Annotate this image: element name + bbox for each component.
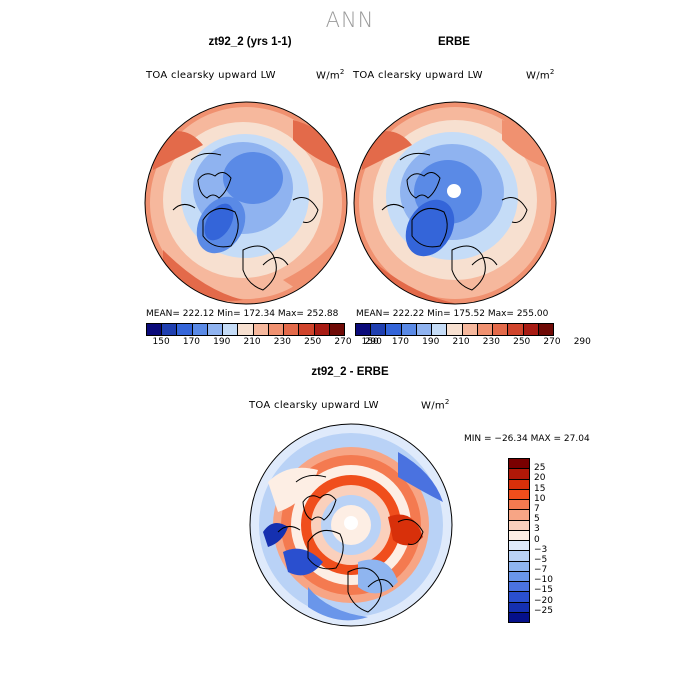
- colorbar-swatch: [509, 571, 529, 582]
- colorbar-tick-label: 190: [422, 337, 440, 347]
- colorbar-swatch: [177, 324, 193, 335]
- colorbar-panel-2: [355, 323, 554, 336]
- colorbar-tick-label: 10: [534, 493, 546, 504]
- colorbar-swatch: [508, 324, 524, 335]
- colorbar-swatch: [192, 324, 208, 335]
- colorbar-swatch: [477, 324, 494, 335]
- colorbar-tick-label: 5: [534, 514, 540, 525]
- main-title: ANN: [325, 8, 375, 32]
- colorbar-swatch: [207, 324, 224, 335]
- colorbar-swatch: [509, 459, 529, 470]
- colorbar-swatch: [509, 602, 529, 613]
- colorbar-swatch: [162, 324, 178, 335]
- colorbar-tick-label: −15: [534, 585, 553, 596]
- colorbar-swatch: [371, 324, 387, 335]
- colorbar-swatch: [299, 324, 315, 335]
- colorbar-swatch: [509, 551, 529, 562]
- colorbar-panel-1: [146, 323, 345, 336]
- colorbar-tick-label: −7: [534, 565, 548, 576]
- panel-2-title: ERBE: [438, 36, 470, 48]
- colorbar-tick-label: 0: [534, 534, 540, 545]
- colorbar-swatch: [253, 324, 269, 335]
- colorbar-swatch: [416, 324, 433, 335]
- colorbar-swatch: [223, 324, 239, 335]
- colorbar-tick-label: 250: [304, 337, 322, 347]
- colorbar-swatch: [493, 324, 509, 335]
- colorbar-tick-label: 170: [182, 337, 201, 347]
- colorbar-swatch: [447, 324, 463, 335]
- panel-2-stats: MEAN= 222.22 Min= 175.52 Max= 255.00: [356, 309, 549, 319]
- colorbar-tick-label: 3: [534, 524, 540, 535]
- colorbar-swatch: [509, 561, 529, 572]
- colorbar-swatch: [509, 469, 529, 480]
- colorbar-swatch: [509, 520, 529, 531]
- colorbar-difference-ticks: 25 20 15 10 7 5 3 0 −3 −5 −7 −10 −15 −20 −25: [534, 458, 574, 621]
- diff-title: zt92_2 - ERBE: [311, 366, 389, 378]
- colorbar-tick-label: 250: [513, 337, 531, 347]
- colorbar-swatch: [329, 324, 345, 335]
- colorbar-swatch: [509, 592, 529, 603]
- colorbar-panel-2-ticks: 150 170 190 210 230 250 270 290: [355, 337, 591, 349]
- colorbar-tick-label: 15: [534, 483, 546, 494]
- colorbar-swatch: [401, 324, 417, 335]
- colorbar-tick-label: 210: [452, 337, 470, 347]
- diff-variable: TOA clearsky upward LW: [249, 400, 379, 411]
- colorbar-swatch: [509, 541, 529, 552]
- colorbar-swatch: [238, 324, 254, 335]
- colorbar-tick-label: 230: [482, 337, 500, 347]
- colorbar-tick-label: 270: [543, 337, 561, 347]
- colorbar-swatch: [432, 324, 448, 335]
- colorbar-tick-label: 290: [573, 337, 591, 347]
- colorbar-swatch: [284, 324, 300, 335]
- colorbar-swatch: [509, 582, 529, 593]
- colorbar-tick-label: 20: [534, 473, 546, 484]
- panel-2-variable: TOA clearsky upward LW: [353, 70, 483, 81]
- colorbar-tick-label: −20: [534, 595, 553, 606]
- panel-1-title: zt92_2 (yrs 1-1): [208, 36, 292, 48]
- colorbar-tick-label: 170: [391, 337, 410, 347]
- colorbar-tick-label: 290: [364, 337, 382, 347]
- colorbar-swatch: [509, 500, 529, 511]
- diff-minmax: MIN = −26.34 MAX = 27.04: [464, 434, 590, 444]
- colorbar-tick-label: −25: [534, 605, 553, 616]
- colorbar-tick-label: 7: [534, 503, 540, 514]
- colorbar-swatch: [509, 612, 529, 622]
- colorbar-swatch: [356, 324, 372, 335]
- panel-2-units: W/m2: [526, 68, 555, 82]
- colorbar-swatch: [509, 530, 529, 541]
- colorbar-tick-label: 230: [273, 337, 291, 347]
- colorbar-swatch: [523, 324, 539, 335]
- colorbar-swatch: [147, 324, 163, 335]
- colorbar-tick-label: 150: [152, 337, 170, 347]
- colorbar-tick-label: 210: [243, 337, 261, 347]
- colorbar-tick-label: 190: [213, 337, 231, 347]
- diff-units: W/m2: [421, 398, 450, 412]
- colorbar-tick-label: −10: [534, 575, 553, 586]
- map-model-polar: [144, 101, 348, 305]
- colorbar-swatch: [509, 510, 529, 521]
- panel-1-stats: MEAN= 222.12 Min= 172.34 Max= 252.88: [146, 309, 339, 319]
- colorbar-swatch: [386, 324, 402, 335]
- colorbar-tick-label: −5: [534, 554, 548, 565]
- colorbar-swatch: [509, 489, 529, 500]
- panel-1-units: W/m2: [316, 68, 345, 82]
- colorbar-swatch: [538, 324, 554, 335]
- colorbar-tick-label: 270: [334, 337, 352, 347]
- colorbar-difference: [508, 458, 530, 623]
- colorbar-swatch: [314, 324, 330, 335]
- colorbar-panel-1-ticks: 150 170 190 210 230 250 270 290: [146, 337, 382, 349]
- colorbar-tick-label: 25: [534, 463, 546, 474]
- map-erbe-polar: [353, 101, 557, 305]
- colorbar-tick-label: 150: [361, 337, 379, 347]
- colorbar-tick-label: −3: [534, 544, 548, 555]
- colorbar-swatch: [462, 324, 478, 335]
- colorbar-swatch: [268, 324, 285, 335]
- colorbar-swatch: [509, 479, 529, 490]
- map-difference-polar: [249, 423, 453, 627]
- panel-1-variable: TOA clearsky upward LW: [146, 70, 276, 81]
